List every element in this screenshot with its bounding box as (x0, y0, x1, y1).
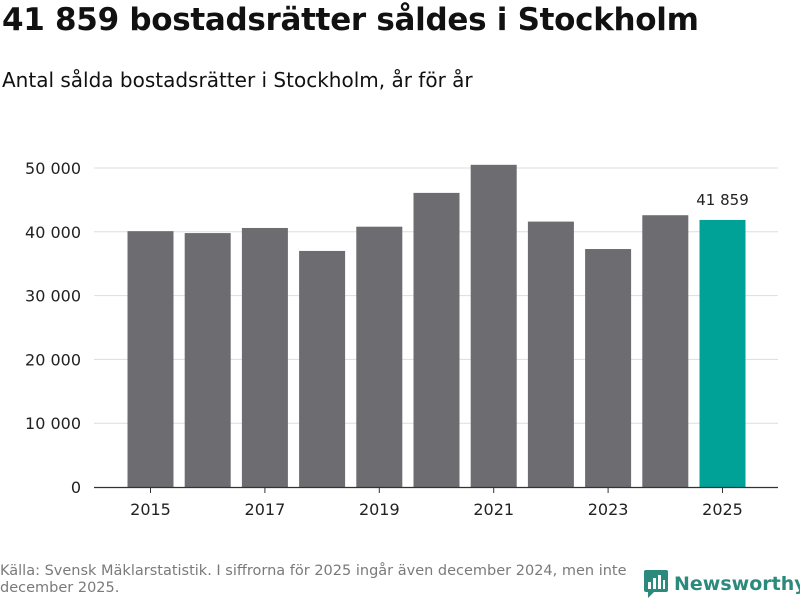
bar-2023 (585, 249, 632, 487)
y-tick-label: 0 (71, 478, 81, 497)
bar-2024 (642, 215, 689, 487)
bar-2015 (127, 231, 174, 487)
bar-2022 (527, 221, 574, 488)
newsworthy-logo-text: Newsworthy (674, 573, 800, 595)
data-label: 41 859 (696, 191, 749, 209)
bar-2021 (470, 164, 517, 487)
bar-2018 (299, 250, 346, 487)
x-tick-label: 2019 (359, 500, 400, 519)
bar-chart: 0 10 000 20 000 30 000 40 000 50 000 41 859 201… (25, 159, 778, 519)
x-tick-label: 2017 (245, 500, 286, 519)
chart-title: 41 859 bostadsrätter såldes i Stockholm (2, 2, 699, 38)
y-tick-label: 30 000 (25, 287, 81, 306)
x-tick-label: 2015 (130, 500, 171, 519)
newsworthy-logo-icon (644, 570, 668, 598)
x-tick-label: 2023 (588, 500, 629, 519)
bar-2017 (241, 227, 288, 488)
y-tick-label: 40 000 (25, 223, 81, 242)
y-tick-label: 20 000 (25, 350, 81, 369)
bar-2019 (356, 226, 403, 488)
y-tick-label: 10 000 (25, 414, 81, 433)
x-tick-label: 2025 (702, 500, 743, 519)
bar-2020 (413, 192, 460, 487)
chart-subtitle: Antal sålda bostadsrätter i Stockholm, å… (2, 68, 473, 92)
bar-2025 (699, 219, 746, 487)
y-tick-label: 50 000 (25, 159, 81, 178)
x-tick-label: 2021 (473, 500, 514, 519)
source-note: Källa: Svensk Mäklarstatistik. I siffror… (0, 563, 627, 596)
bar-2016 (184, 233, 231, 487)
newsworthy-logo: Newsworthy (644, 569, 800, 599)
